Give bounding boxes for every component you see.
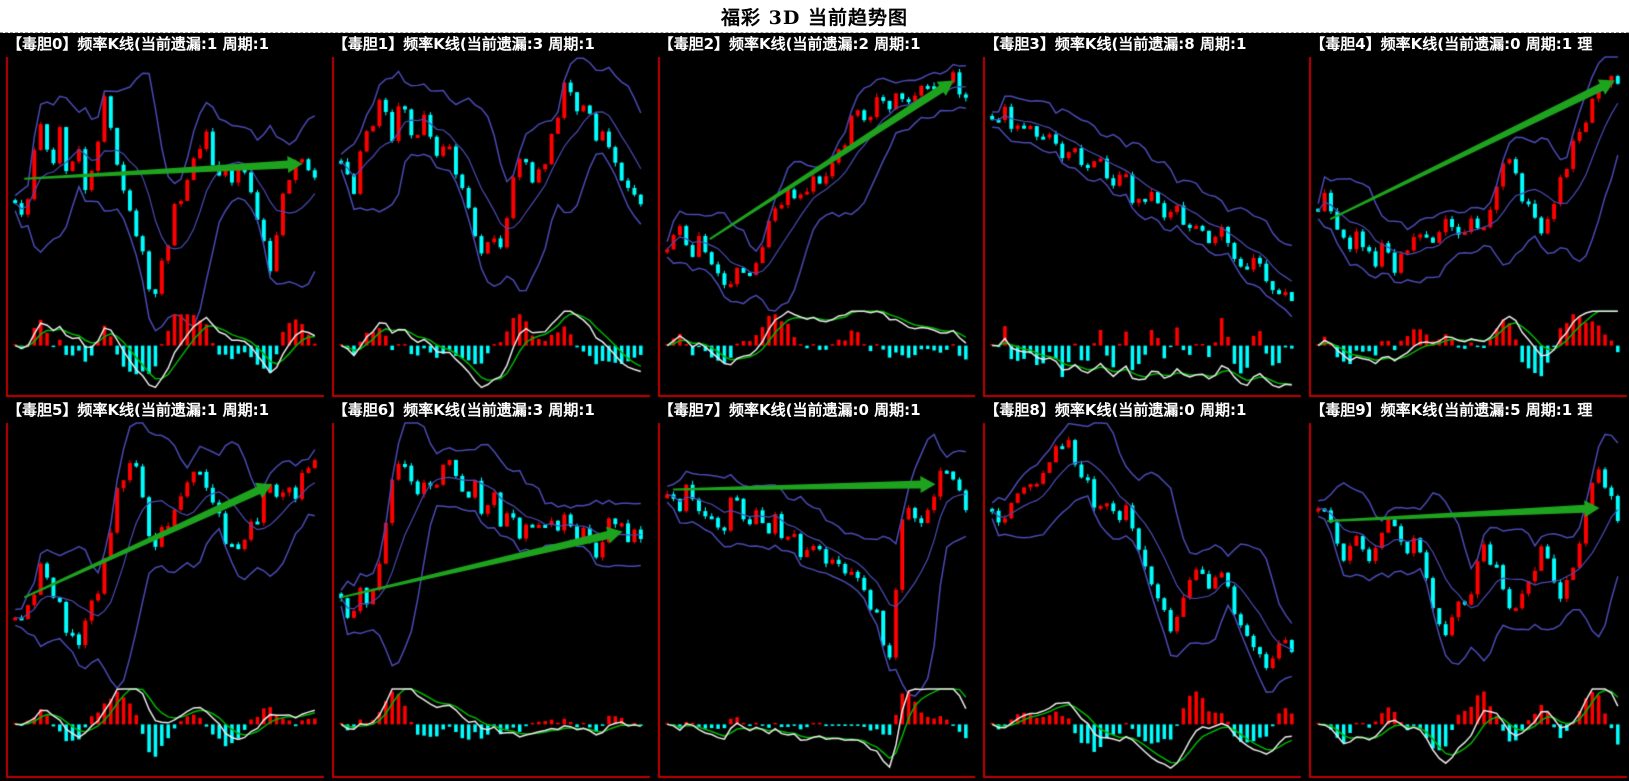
kline-canvas[interactable] bbox=[0, 55, 326, 399]
kline-chart-area bbox=[0, 55, 326, 399]
kline-canvas[interactable] bbox=[0, 421, 326, 780]
kline-chart-area bbox=[1303, 421, 1629, 780]
panel-header: 【毒胆2】频率K线(当前遗漏:2 周期:1 bbox=[658, 35, 921, 53]
panel-header: 【毒胆6】频率K线(当前遗漏:3 周期:1 bbox=[332, 401, 595, 419]
kline-canvas[interactable] bbox=[977, 421, 1304, 780]
chart-panel-9[interactable]: 【毒胆9】频率K线(当前遗漏:5 周期:1 理 bbox=[1303, 399, 1629, 780]
page-title-bar: 福彩 3D 当前趋势图 bbox=[0, 0, 1629, 33]
kline-canvas[interactable] bbox=[651, 421, 978, 780]
chart-panel-8[interactable]: 【毒胆8】频率K线(当前遗漏:0 周期:1 bbox=[977, 399, 1304, 780]
kline-chart-area bbox=[325, 421, 652, 780]
kline-canvas[interactable] bbox=[1303, 421, 1629, 780]
chart-panel-6[interactable]: 【毒胆6】频率K线(当前遗漏:3 周期:1 bbox=[325, 399, 652, 780]
panel-header: 【毒胆0】频率K线(当前遗漏:1 周期:1 bbox=[7, 35, 270, 53]
panel-header: 【毒胆1】频率K线(当前遗漏:3 周期:1 bbox=[332, 35, 595, 53]
chart-panel-4[interactable]: 【毒胆4】频率K线(当前遗漏:0 周期:1 理 bbox=[1303, 33, 1629, 399]
panel-header: 【毒胆7】频率K线(当前遗漏:0 周期:1 bbox=[658, 401, 921, 419]
panel-header: 【毒胆4】频率K线(当前遗漏:0 周期:1 理 bbox=[1310, 35, 1593, 53]
kline-chart-area bbox=[0, 421, 326, 780]
panel-header: 【毒胆8】频率K线(当前遗漏:0 周期:1 bbox=[984, 401, 1247, 419]
panel-header: 【毒胆3】频率K线(当前遗漏:8 周期:1 bbox=[984, 35, 1247, 53]
kline-canvas[interactable] bbox=[325, 421, 652, 780]
chart-panel-0[interactable]: 【毒胆0】频率K线(当前遗漏:1 周期:1 bbox=[0, 33, 326, 399]
chart-panel-2[interactable]: 【毒胆2】频率K线(当前遗漏:2 周期:1 bbox=[651, 33, 978, 399]
kline-canvas[interactable] bbox=[651, 55, 978, 399]
kline-chart-area bbox=[977, 421, 1304, 780]
chart-panel-7[interactable]: 【毒胆7】频率K线(当前遗漏:0 周期:1 bbox=[651, 399, 978, 780]
kline-chart-area bbox=[1303, 55, 1629, 399]
kline-canvas[interactable] bbox=[325, 55, 652, 399]
kline-canvas[interactable] bbox=[1303, 55, 1629, 399]
charts-grid: 【毒胆0】频率K线(当前遗漏:1 周期:1 【毒胆1】频率K线(当前遗漏:3 周期… bbox=[0, 33, 1629, 780]
kline-chart-area bbox=[651, 421, 978, 780]
panel-header: 【毒胆9】频率K线(当前遗漏:5 周期:1 理 bbox=[1310, 401, 1593, 419]
chart-panel-3[interactable]: 【毒胆3】频率K线(当前遗漏:8 周期:1 bbox=[977, 33, 1304, 399]
page-title: 福彩 3D 当前趋势图 bbox=[721, 6, 908, 29]
chart-panel-5[interactable]: 【毒胆5】频率K线(当前遗漏:1 周期:1 bbox=[0, 399, 326, 780]
kline-chart-area bbox=[651, 55, 978, 399]
kline-chart-area bbox=[325, 55, 652, 399]
kline-canvas[interactable] bbox=[977, 55, 1304, 399]
panel-header: 【毒胆5】频率K线(当前遗漏:1 周期:1 bbox=[7, 401, 270, 419]
chart-panel-1[interactable]: 【毒胆1】频率K线(当前遗漏:3 周期:1 bbox=[325, 33, 652, 399]
kline-chart-area bbox=[977, 55, 1304, 399]
